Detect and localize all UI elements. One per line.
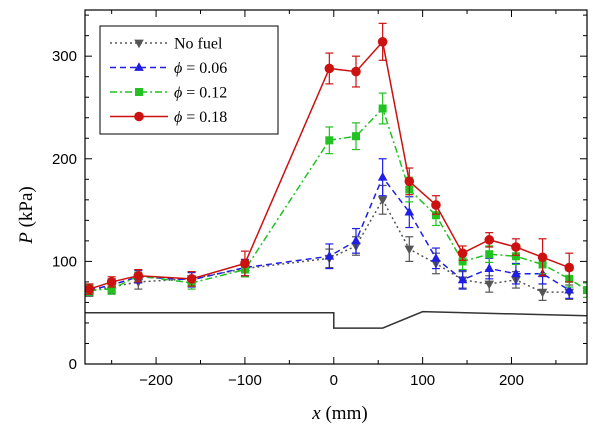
legend-marker: [134, 111, 144, 122]
legend-marker: [135, 88, 143, 96]
series-line: [89, 107, 587, 291]
data-point: [106, 277, 117, 287]
data-point: [484, 235, 495, 245]
data-point: [457, 274, 468, 284]
error-bar: [583, 282, 587, 298]
x-tick-label: −100: [228, 372, 262, 389]
data-point: [186, 274, 197, 284]
legend-phi: ϕ: [174, 60, 182, 77]
legend-phi: ϕ: [174, 109, 182, 126]
x-axis-variable: x: [311, 403, 321, 424]
x-tick-label: 0: [330, 372, 338, 389]
legend-value: = 0.18: [182, 109, 227, 126]
legend-label: No fuel: [174, 36, 223, 53]
data-point: [564, 262, 575, 273]
legend-marker: [134, 39, 144, 49]
data-point: [431, 200, 441, 210]
x-tick-label: 100: [410, 372, 435, 389]
data-point: [377, 172, 388, 181]
data-point: [583, 286, 587, 295]
data-point: [511, 252, 520, 261]
data-point: [351, 132, 360, 141]
axes-frame: [84, 9, 588, 365]
data-point: [404, 206, 415, 216]
y-axis-unit: (kPa): [16, 186, 37, 232]
legend-phi: ϕ: [174, 85, 182, 102]
legend-marker: [134, 62, 144, 71]
y-tick-label: 100: [52, 253, 77, 270]
data-point: [324, 251, 335, 260]
data-point: [511, 268, 521, 278]
data-point: [431, 253, 441, 262]
y-tick-label: 300: [52, 48, 77, 65]
x-axis-unit: (mm): [321, 403, 368, 424]
data-point: [240, 258, 250, 269]
y-axis-label: P (kPa): [16, 186, 37, 245]
data-point: [457, 248, 468, 258]
legend-value: = 0.06: [182, 60, 227, 77]
data-point: [85, 284, 95, 294]
legend-value: = 0.12: [182, 85, 227, 102]
legend-label: ϕ = 0.12: [174, 85, 227, 102]
series-line: [89, 175, 570, 291]
data-point: [377, 196, 388, 206]
data-point: [458, 257, 467, 266]
data-point: [484, 280, 495, 290]
plot-area: [85, 22, 587, 329]
y-axis-variable: P: [16, 232, 37, 245]
data-point: [537, 288, 548, 298]
series-3: [85, 22, 575, 295]
data-point: [511, 242, 521, 252]
data-point: [351, 235, 361, 245]
data-point: [564, 284, 575, 294]
x-tick-label: 200: [499, 372, 524, 389]
data-point: [325, 136, 334, 145]
data-point: [351, 66, 361, 77]
y-tick-label: 0: [69, 356, 77, 373]
data-point: [378, 104, 387, 113]
data-point: [324, 63, 335, 74]
y-tick-label: 200: [52, 151, 77, 168]
data-point: [484, 263, 495, 272]
data-point: [431, 211, 440, 220]
legend-label: ϕ = 0.06: [174, 60, 227, 77]
data-point: [107, 285, 116, 294]
plot-clip-group: [85, 22, 587, 329]
data-point: [537, 252, 548, 263]
data-point: [133, 270, 144, 281]
geometry-outline: [85, 310, 587, 329]
x-axis-label: x (mm): [311, 403, 367, 424]
data-point: [404, 245, 415, 255]
data-point: [485, 250, 494, 259]
data-point: [377, 37, 388, 47]
axes: −200 −100 0 100 200 0 100 200 300: [52, 9, 588, 389]
data-point: [404, 176, 415, 187]
legend-label: ϕ = 0.18: [174, 109, 227, 126]
x-tick-label: −200: [139, 372, 173, 389]
